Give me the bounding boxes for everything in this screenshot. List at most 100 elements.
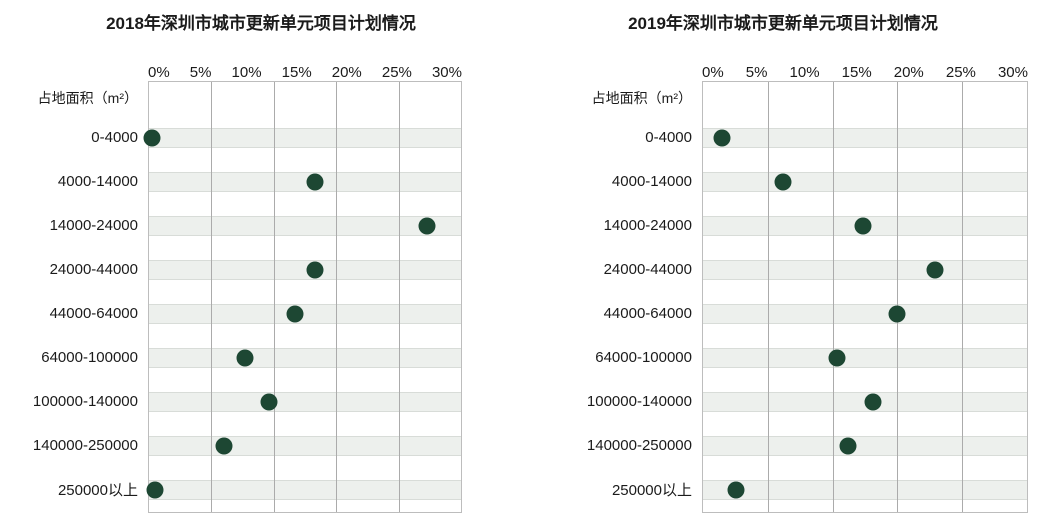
category-label: 250000以上: [57, 481, 138, 499]
data-point: [926, 261, 944, 279]
plot-row: [703, 380, 1027, 424]
category-label: 64000-100000: [41, 348, 138, 366]
plot-row: [703, 248, 1027, 292]
row-band: [703, 480, 1027, 500]
data-point: [727, 481, 745, 499]
row-band: [703, 128, 1027, 148]
x-tick: 10%: [789, 64, 820, 81]
data-point: [260, 393, 278, 411]
y-axis-title: 占地面积（m²）: [37, 90, 138, 106]
vertical-gridline: [273, 82, 275, 512]
x-tick: 10%: [231, 64, 262, 81]
category-label: 4000-14000: [57, 172, 138, 190]
row-band: [703, 304, 1027, 324]
plot-row: [703, 160, 1027, 204]
vertical-gridline: [211, 82, 213, 512]
data-point: [146, 481, 164, 499]
data-point: [854, 217, 872, 235]
data-point: [864, 393, 882, 411]
data-point: [774, 173, 792, 191]
category-label: 140000-250000: [586, 436, 692, 454]
plot-row: [703, 204, 1027, 248]
x-tick: 5%: [745, 64, 768, 81]
category-label: 14000-24000: [603, 216, 692, 234]
data-point: [306, 173, 324, 191]
category-label: 44000-64000: [49, 304, 138, 322]
x-tick: 15%: [841, 64, 872, 81]
data-point: [143, 129, 161, 147]
row-band: [149, 392, 461, 412]
category-label: 64000-100000: [595, 348, 692, 366]
row-band: [703, 348, 1027, 368]
category-label: 140000-250000: [32, 436, 138, 454]
plot-row: [703, 424, 1027, 468]
row-band: [149, 304, 461, 324]
category-label: 100000-140000: [586, 392, 692, 410]
category-label: 0-4000: [91, 128, 138, 146]
vertical-gridline: [897, 82, 899, 512]
chart-body-2019: 占地面积（m²） 0-4000 4000-14000 14000-24000 2…: [522, 81, 1044, 513]
data-point: [236, 349, 254, 367]
chart-body-2018: 占地面积（m²） 0-4000 4000-14000 14000-24000 2…: [0, 81, 522, 513]
header-spacer: [149, 82, 461, 116]
chart-2019: 2019年深圳市城市更新单元项目计划情况 0% 5% 10% 15% 20% 2…: [522, 0, 1044, 528]
chart-title-2018: 2018年深圳市城市更新单元项目计划情况: [106, 14, 416, 33]
plot-area-2018: [143, 81, 462, 513]
plot-row: [149, 160, 461, 204]
row-band: [149, 436, 461, 456]
category-label: 0-4000: [645, 128, 692, 146]
data-point: [286, 305, 304, 323]
x-tick: 25%: [381, 64, 412, 81]
plot-row: [703, 116, 1027, 160]
x-tick: 20%: [331, 64, 362, 81]
x-tick: 15%: [281, 64, 312, 81]
plot-row: [149, 292, 461, 336]
plot-row: [143, 116, 461, 160]
category-label: 4000-14000: [611, 172, 692, 190]
category-label: 24000-44000: [603, 260, 692, 278]
data-point: [888, 305, 906, 323]
vertical-gridline: [832, 82, 834, 512]
plot-row: [703, 292, 1027, 336]
chart-title-2019: 2019年深圳市城市更新单元项目计划情况: [628, 14, 938, 33]
data-point: [839, 437, 857, 455]
plot-row: [703, 336, 1027, 380]
data-point: [215, 437, 233, 455]
plot-row: [146, 468, 461, 512]
y-axis-labels-2019: 占地面积（m²） 0-4000 4000-14000 14000-24000 2…: [522, 81, 702, 513]
row-band: [149, 348, 461, 368]
row-band: [703, 436, 1027, 456]
x-tick: 30%: [431, 64, 462, 81]
plot-row: [703, 468, 1027, 512]
data-point: [713, 129, 731, 147]
vertical-gridline: [336, 82, 338, 512]
row-band: [149, 172, 461, 192]
plot-row: [149, 248, 461, 292]
x-axis-ticks-2018: 0% 5% 10% 15% 20% 25% 30%: [148, 58, 462, 81]
plot-row: [149, 204, 461, 248]
y-axis-labels-2018: 占地面积（m²） 0-4000 4000-14000 14000-24000 2…: [0, 81, 148, 513]
vertical-gridline: [962, 82, 964, 512]
x-tick: 5%: [189, 64, 212, 81]
row-band: [149, 128, 461, 148]
x-tick: 0%: [148, 64, 170, 81]
y-axis-title: 占地面积（m²）: [591, 90, 692, 106]
row-band: [149, 216, 461, 236]
x-tick: 25%: [945, 64, 976, 81]
x-axis-ticks-2019: 0% 5% 10% 15% 20% 25% 30%: [702, 58, 1028, 81]
category-label: 250000以上: [611, 481, 692, 499]
category-label: 24000-44000: [49, 260, 138, 278]
chart-2018: 2018年深圳市城市更新单元项目计划情况 0% 5% 10% 15% 20% 2…: [0, 14, 522, 513]
plot-row: [149, 336, 461, 380]
x-tick: 20%: [893, 64, 924, 81]
row-band: [703, 172, 1027, 192]
x-tick: 30%: [997, 64, 1028, 81]
data-point: [306, 261, 324, 279]
vertical-gridline: [398, 82, 400, 512]
data-point: [418, 217, 436, 235]
plot-area-2019: [702, 81, 1028, 513]
category-label: 14000-24000: [49, 216, 138, 234]
row-band: [149, 480, 461, 500]
data-point: [828, 349, 846, 367]
